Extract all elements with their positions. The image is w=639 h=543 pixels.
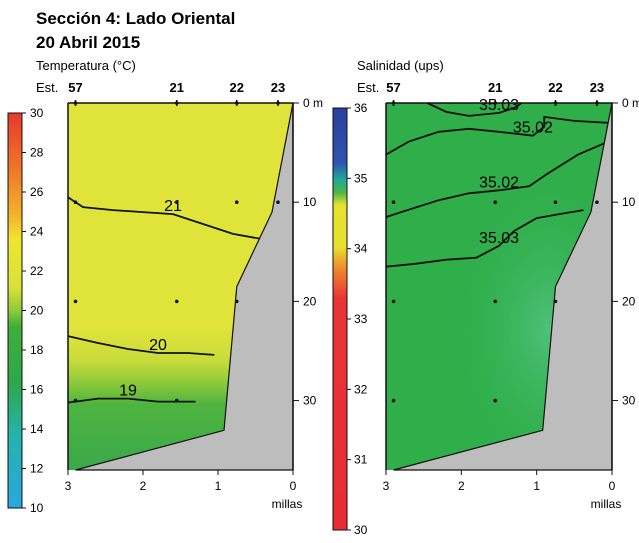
contour-label: 35.03 — [479, 230, 519, 247]
sample-point — [73, 299, 78, 304]
station-label: Est. — [357, 80, 379, 95]
colorbar-tick-label: 32 — [354, 382, 368, 396]
contour-line — [385, 115, 609, 156]
y-tick-label: 10 — [303, 195, 317, 209]
salinity-panel: Salinidad (ups) Est. 35.03 35.02 35.02 35.03 5… — [332, 58, 639, 537]
station-number: 22 — [230, 80, 244, 95]
y-tick-label: 20 — [622, 294, 636, 308]
sample-point — [234, 299, 239, 304]
sample-point — [391, 398, 396, 403]
sample-point — [174, 200, 179, 204]
y-tick-label: 20 — [303, 294, 317, 308]
contour-label: 35.03 — [479, 97, 519, 114]
contour-line — [385, 140, 609, 218]
sample-point — [276, 200, 280, 204]
station-number: 23 — [271, 80, 285, 95]
sample-point — [553, 200, 558, 204]
sample-point — [391, 200, 396, 204]
sample-point — [493, 299, 498, 304]
colorbar-tick-label: 18 — [30, 343, 44, 357]
x-tick-label: 3 — [65, 479, 72, 493]
colorbar-tick-label: 36 — [354, 101, 368, 115]
contour-line — [67, 335, 215, 356]
colorbar-tick-label: 16 — [30, 383, 44, 397]
contour-line — [67, 397, 196, 404]
contour-line — [67, 196, 267, 241]
colorbar-tick-label: 20 — [30, 304, 44, 318]
station-number: 23 — [590, 80, 604, 95]
x-tick-label: 1 — [533, 479, 540, 493]
contour-label: 19 — [119, 383, 137, 400]
colorbar-tick-label: 34 — [354, 242, 368, 256]
sample-point — [174, 398, 179, 403]
sample-point — [391, 299, 396, 304]
colorbar-tick-label: 30 — [354, 523, 368, 537]
colorbar — [332, 107, 348, 531]
sample-point — [493, 200, 498, 204]
x-tick-label: 2 — [458, 479, 465, 493]
sample-point — [73, 398, 78, 403]
colorbar-tick-label: 33 — [354, 312, 368, 326]
y-tick-label: 10 — [622, 195, 636, 209]
panel-title: Temperatura (°C) — [36, 58, 136, 73]
y-tick-label: 30 — [303, 394, 317, 408]
station-number: 57 — [386, 80, 400, 95]
colorbar-tick-label: 30 — [30, 106, 44, 120]
station-number: 57 — [68, 80, 82, 95]
station-label: Est. — [36, 80, 58, 95]
x-tick-label: 0 — [290, 479, 297, 493]
station-number: 22 — [548, 80, 562, 95]
colorbar-tick-label: 14 — [30, 422, 44, 436]
contour-line — [385, 209, 584, 268]
contour-label: 21 — [164, 198, 182, 215]
sample-point — [234, 200, 239, 204]
colorbar-tick-label: 12 — [30, 462, 44, 476]
section-title: Sección 4: Lado Oriental — [36, 9, 235, 28]
colorbar — [7, 112, 23, 509]
station-number: 21 — [488, 80, 502, 95]
sample-point — [493, 398, 498, 403]
panel-title: Salinidad (ups) — [357, 58, 444, 73]
colorbar-tick-label: 28 — [30, 146, 44, 160]
x-axis-label: millas — [272, 497, 303, 511]
colorbar-tick-label: 26 — [30, 185, 44, 199]
y-tick-label: 0 m — [303, 96, 323, 110]
sample-point — [595, 200, 599, 204]
sample-point — [174, 299, 179, 304]
x-tick-label: 3 — [383, 479, 390, 493]
colorbar-tick-label: 24 — [30, 225, 44, 239]
colorbar-tick-label: 35 — [354, 171, 368, 185]
date-label: 20 Abril 2015 — [36, 33, 140, 52]
x-tick-label: 0 — [609, 479, 616, 493]
contour-label: 35.02 — [479, 174, 519, 191]
sample-point — [553, 299, 558, 304]
colorbar-tick-label: 10 — [30, 501, 44, 515]
x-tick-label: 1 — [215, 479, 222, 493]
contour-label: 35.02 — [513, 120, 553, 137]
colorbar-tick-label: 22 — [30, 264, 44, 278]
x-tick-label: 2 — [140, 479, 147, 493]
contour-label: 20 — [149, 337, 167, 354]
y-tick-label: 30 — [622, 394, 636, 408]
colorbar-tick-label: 31 — [354, 453, 368, 467]
y-tick-label: 0 m — [622, 96, 639, 110]
station-number: 21 — [170, 80, 184, 95]
sample-point — [73, 200, 78, 204]
contour-line — [427, 102, 523, 117]
x-axis-label: millas — [591, 497, 622, 511]
